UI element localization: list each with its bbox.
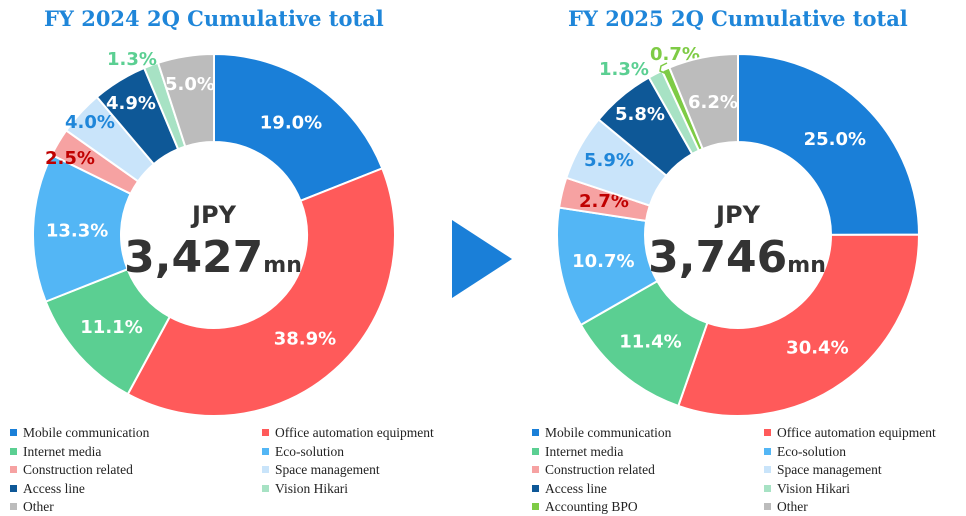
donut-chart-fy2024: 19.0% 38.9% 11.1% 13.3% 2.5% 4.0%4.9% 1.3% 5.0%…: [32, 49, 396, 417]
legend-item-construction-related: Construction related: [532, 462, 655, 478]
chart-title-fy2025: FY 2025 2Q Cumulative total: [568, 6, 908, 31]
legend-label: Vision Hikari: [275, 480, 349, 496]
legend-label: Mobile communication: [23, 425, 150, 440]
legend-label: Space management: [777, 462, 882, 477]
legend-item-access-line: Access line: [532, 481, 607, 497]
data-label-office-automation-equipment: 30.4%: [786, 338, 848, 359]
legend-swatch: [764, 466, 771, 473]
legend-swatch: [10, 429, 17, 436]
data-label-internet-media: 11.1%: [80, 317, 142, 338]
legend-item-internet-media: Internet media: [532, 444, 623, 460]
slice-office-automation-equipment: [126, 167, 396, 417]
chart-title-fy2024: FY 2024 2Q Cumulative total: [44, 6, 384, 31]
data-label-accounting-bpo: 0.7%: [650, 44, 700, 65]
legend-swatch: [262, 447, 269, 455]
legend-swatch: [10, 466, 17, 473]
donut-chart-fy2025: 25.0% 30.4% 11.4% 10.7% 2.7% 5.9% 5.8% 1.3%0.7%…: [556, 44, 921, 417]
data-label-other: 6.2%: [688, 92, 738, 113]
legend-swatch: [764, 503, 771, 510]
legend-swatch: [532, 503, 539, 510]
legend-label: Internet media: [23, 443, 102, 459]
legend-swatch: [764, 484, 771, 492]
data-label-other: 5.0%: [165, 74, 215, 95]
legend-label: Construction related: [545, 462, 655, 477]
center-currency-label: JPY: [714, 201, 761, 229]
legend-swatch: [10, 503, 17, 510]
legend-swatch: [10, 484, 17, 492]
slice-mobile-communication: [737, 52, 921, 236]
legend-label: Internet media: [545, 443, 624, 459]
legend-swatch: [764, 447, 771, 455]
legend-item-access-line: Access line: [10, 481, 85, 497]
legend-item-space-management: Space management: [764, 462, 882, 478]
legend-fy2025: Mobile communication Office automation eq…: [532, 425, 962, 515]
center-total-value: 3,746mn: [648, 232, 826, 283]
data-label-vision-hikari: 1.3%: [107, 49, 157, 70]
legend-swatch: [764, 429, 771, 436]
data-label-access-line: 5.8%: [615, 104, 665, 125]
legend-item-other: Other: [10, 499, 54, 515]
legend-fy2024: Mobile communication Office automation eq…: [10, 425, 480, 515]
legend-swatch: [10, 447, 17, 455]
legend-swatch: [532, 466, 539, 473]
legend-label: Office automation equipment: [275, 425, 434, 440]
legend-label: Eco-solution: [275, 443, 344, 459]
data-label-access-line: 4.9%: [106, 93, 156, 114]
donut-charts: 19.0% 38.9% 11.1% 13.3% 2.5% 4.0%4.9% 1.3% 5.0%…: [32, 44, 921, 417]
legend-item-mobile-communication: Mobile communication: [10, 425, 149, 441]
legend-item-vision-hikari: Vision Hikari: [764, 481, 850, 497]
slice-other: [156, 52, 215, 148]
center-currency-label: JPY: [190, 201, 237, 229]
legend-swatch: [262, 484, 269, 492]
data-label-mobile-communication: 19.0%: [260, 113, 322, 134]
legend-item-construction-related: Construction related: [10, 462, 133, 478]
data-label-eco-solution: 10.7%: [572, 251, 634, 272]
legend-swatch: [532, 484, 539, 492]
legend-label: Office automation equipment: [777, 425, 936, 440]
legend-item-eco-solution: Eco-solution: [764, 444, 846, 460]
data-label-internet-media: 11.4%: [619, 331, 681, 352]
data-label-office-automation-equipment: 38.9%: [274, 328, 336, 349]
legend-item-office-automation-equipment: Office automation equipment: [262, 425, 434, 441]
data-label-mobile-communication: 25.0%: [804, 129, 866, 150]
legend-label: Vision Hikari: [777, 480, 851, 496]
legend-label: Other: [23, 499, 54, 514]
legend-item-office-automation-equipment: Office automation equipment: [764, 425, 936, 441]
legend-label: Accounting BPO: [545, 499, 638, 514]
data-label-vision-hikari: 1.3%: [599, 59, 649, 80]
arrow-right-icon: [452, 220, 512, 298]
legend-item-mobile-communication: Mobile communication: [532, 425, 671, 441]
legend-swatch: [532, 447, 539, 455]
legend-label: Construction related: [23, 462, 133, 477]
legend-item-accounting-bpo: Accounting BPO: [532, 499, 638, 515]
leader-line: [659, 62, 668, 75]
data-label-construction-related: 2.7%: [579, 191, 629, 212]
legend-label: Access line: [23, 480, 85, 496]
center-total-value: 3,427mn: [124, 232, 302, 283]
legend-swatch: [532, 429, 539, 436]
data-label-space-management: 4.0%: [65, 112, 115, 133]
data-label-eco-solution: 13.3%: [46, 220, 108, 241]
legend-item-other: Other: [764, 499, 808, 515]
slice-office-automation-equipment: [677, 233, 921, 417]
legend-label: Access line: [545, 480, 607, 496]
slice-other: [668, 52, 739, 151]
legend-swatch: [262, 466, 269, 473]
slice-mobile-communication: [213, 52, 384, 203]
data-label-construction-related: 2.5%: [45, 148, 95, 169]
legend-item-vision-hikari: Vision Hikari: [262, 481, 348, 497]
legend-item-internet-media: Internet media: [10, 444, 101, 460]
legend-label: Space management: [275, 462, 380, 477]
legend-swatch: [262, 429, 269, 436]
legend-label: Other: [777, 499, 808, 514]
legend-item-space-management: Space management: [262, 462, 380, 478]
legend-label: Mobile communication: [545, 425, 672, 440]
legend-item-eco-solution: Eco-solution: [262, 444, 344, 460]
data-label-space-management: 5.9%: [584, 150, 634, 171]
legend-label: Eco-solution: [777, 443, 846, 459]
